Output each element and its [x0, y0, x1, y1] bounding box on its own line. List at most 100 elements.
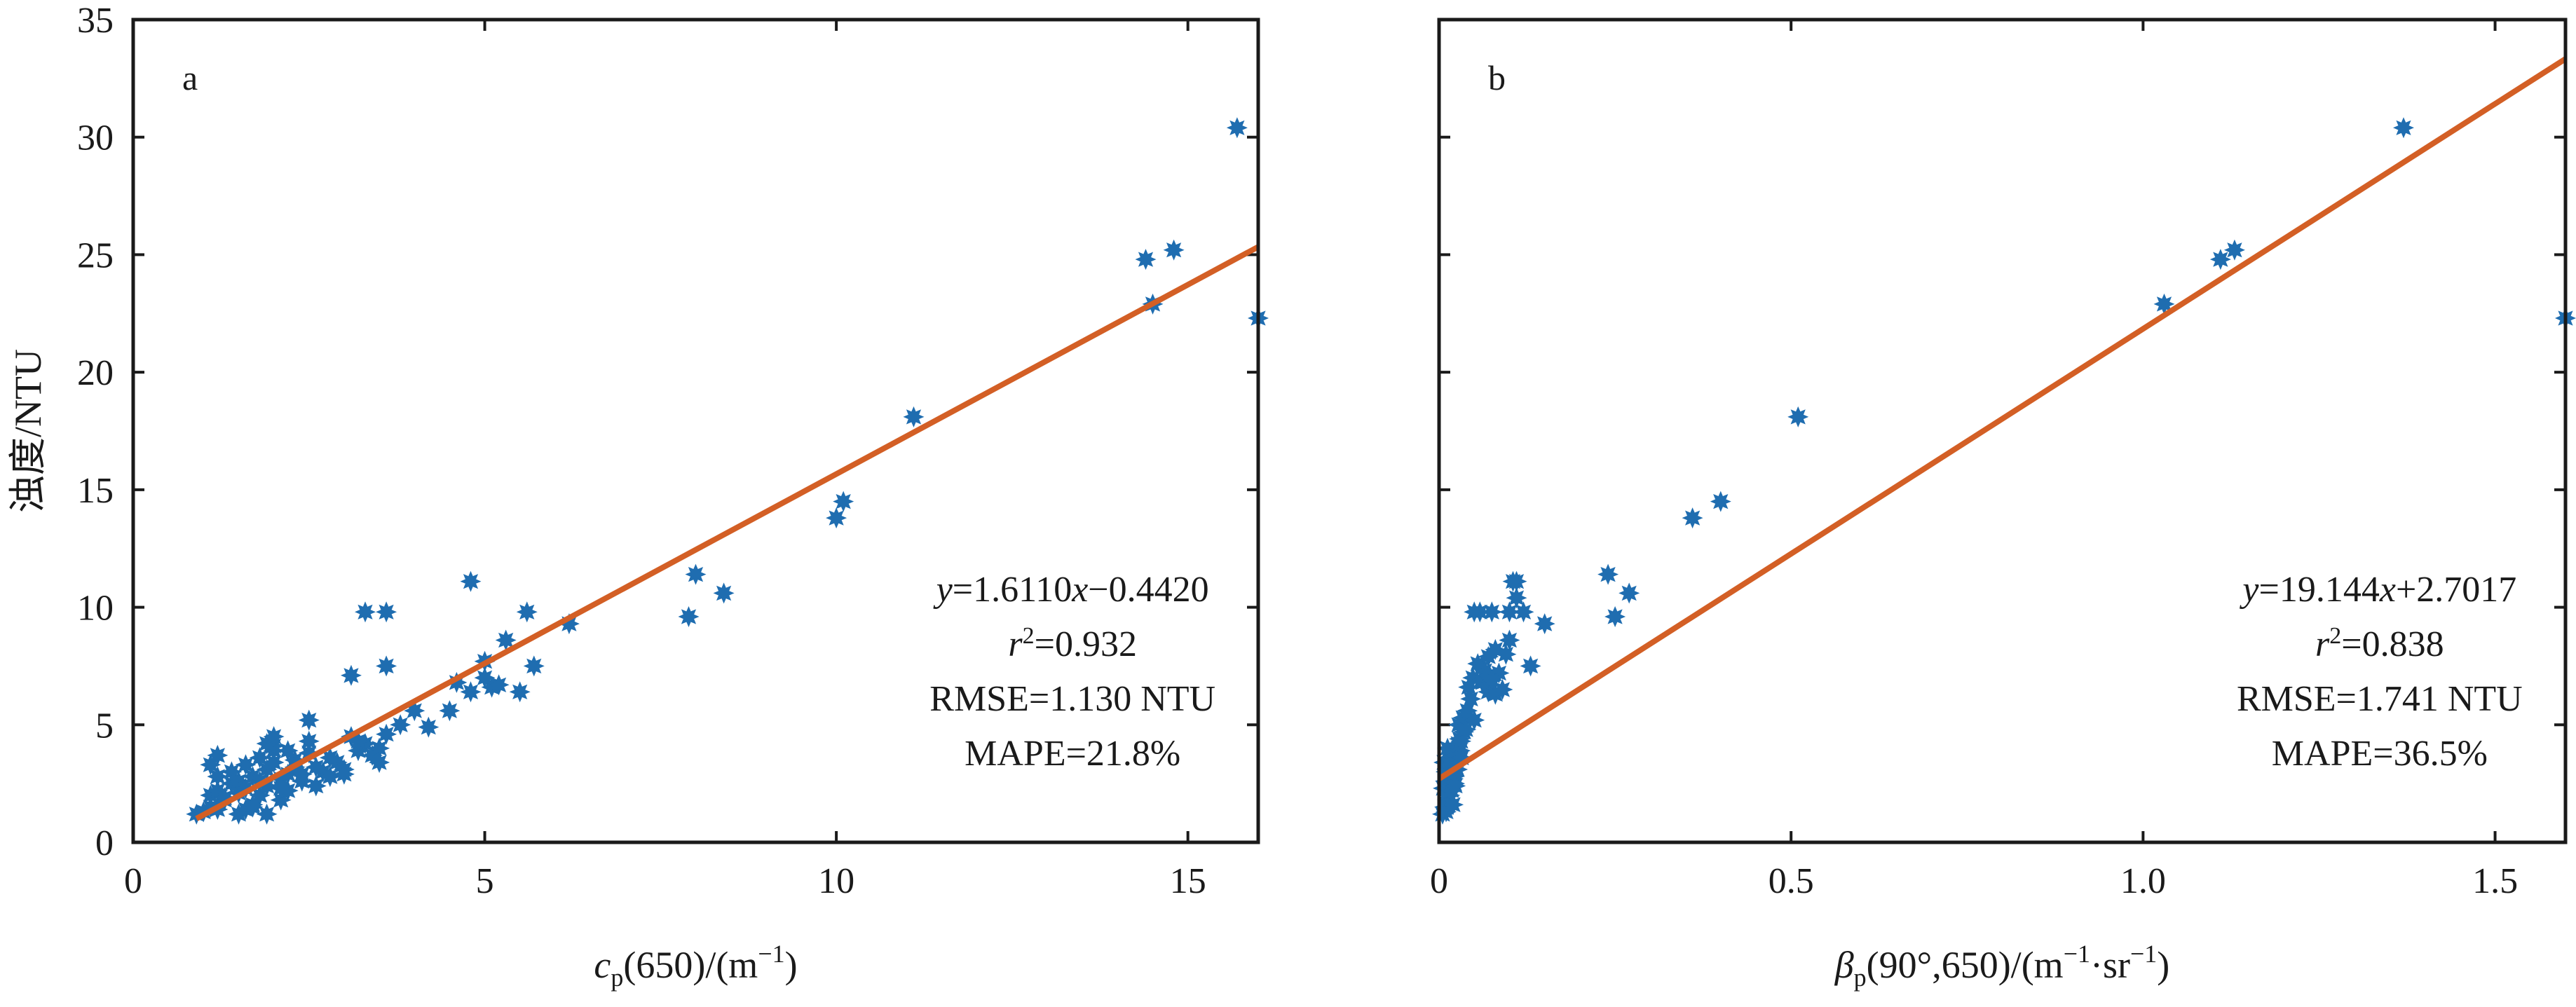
panel-a-equation: y=1.6110x−0.4420 [933, 570, 1209, 610]
panel-a-x-axis-label: cp(650)/(m−1) [594, 940, 797, 992]
data-point [1135, 249, 1157, 270]
data-point [1604, 606, 1626, 627]
x-tick-label: 0 [124, 861, 142, 901]
x-tick-label: 0.5 [1769, 861, 1814, 901]
data-point [1163, 239, 1185, 261]
data-point [2223, 239, 2245, 261]
data-point [369, 737, 390, 759]
panel-a-rmse: RMSE=1.130 NTU [929, 679, 1215, 719]
panel-a-label: a [182, 58, 198, 97]
panel-b-rmse: RMSE=1.741 NTU [2237, 679, 2523, 719]
chart-panel-a: 0 5 10 15 0 5 10 15 20 25 30 35 a y=1.6110x−0.4420 … [7, 1, 1269, 992]
data-point [1682, 507, 1703, 529]
data-point [523, 655, 545, 677]
data-point [1464, 601, 1485, 623]
data-point [1710, 491, 1731, 512]
data-point [291, 763, 313, 785]
data-point [474, 667, 496, 689]
data-point [495, 629, 517, 651]
data-point [298, 730, 320, 752]
data-point [1597, 563, 1619, 585]
data-point [376, 723, 397, 745]
panel-b-plot-frame [1437, 18, 2568, 844]
panel-b-data-points [1432, 117, 2576, 825]
data-point [1464, 709, 1485, 731]
data-point [2393, 117, 2414, 139]
x-tick-label: 1.0 [2120, 861, 2166, 901]
data-point [1460, 688, 1482, 710]
data-point [1534, 613, 1555, 635]
data-point [263, 726, 285, 748]
data-point [516, 601, 538, 623]
data-point [439, 700, 461, 722]
data-point [713, 582, 735, 604]
y-tick-label: 35 [77, 1, 114, 41]
data-point [903, 406, 925, 427]
data-point [1502, 570, 1524, 592]
data-point [341, 664, 362, 686]
y-tick-label: 10 [77, 589, 114, 629]
data-point [460, 681, 482, 703]
x-tick-label: 1.5 [2472, 861, 2518, 901]
panel-b-fit-line [1437, 56, 2568, 781]
panel-a-tick-labels: 0 5 10 15 0 5 10 15 20 25 30 35 [77, 1, 1206, 901]
panel-b-mape: MAPE=36.5% [2272, 734, 2488, 774]
data-point [1520, 655, 1541, 677]
data-point [242, 794, 264, 816]
data-point [235, 754, 257, 776]
panel-a-fit-line [195, 244, 1260, 821]
data-point [277, 740, 299, 762]
panel-a-stats: y=1.6110x−0.4420 r2=0.932 RMSE=1.130 NTU… [929, 570, 1215, 774]
data-point [207, 744, 229, 766]
x-tick-label: 15 [1170, 861, 1206, 901]
panel-b-r-squared: r2=0.838 [2315, 623, 2444, 665]
data-point [1481, 601, 1503, 623]
y-tick-label: 15 [77, 471, 114, 511]
y-tick-label: 0 [95, 823, 114, 863]
data-point [2209, 249, 2231, 270]
panel-a-r-squared: r2=0.932 [1008, 623, 1137, 665]
panel-a-plot-frame [131, 18, 1260, 844]
data-point [685, 563, 707, 585]
data-point [256, 803, 278, 825]
data-point [418, 716, 439, 738]
data-point [263, 752, 285, 773]
chart-panel-b: 0 0.5 1.0 1.5 b y=19.144x+2.7017 r2=0.838 R… [1430, 18, 2576, 992]
data-point [1499, 629, 1520, 651]
data-point [376, 601, 397, 623]
data-point [1226, 117, 1248, 139]
data-point [488, 674, 510, 696]
data-point [1787, 406, 1809, 427]
data-point [390, 714, 411, 736]
panel-b-stats: y=19.144x+2.7017 r2=0.838 RMSE=1.741 NTU… [2237, 570, 2523, 774]
data-point [305, 756, 327, 778]
x-tick-label: 10 [818, 861, 854, 901]
y-tick-label: 5 [95, 706, 114, 746]
data-point [270, 777, 292, 799]
data-point [509, 681, 531, 703]
data-point [678, 606, 700, 627]
data-point [207, 766, 229, 788]
data-point [355, 601, 376, 623]
y-tick-label: 25 [77, 235, 114, 275]
data-point [1443, 794, 1464, 816]
panel-b-tick-labels: 0 0.5 1.0 1.5 [1430, 861, 2518, 901]
data-point [1513, 601, 1534, 623]
data-point [1618, 582, 1640, 604]
data-point [833, 491, 854, 512]
data-point [1499, 601, 1520, 623]
panel-a-mape: MAPE=21.8% [965, 734, 1180, 774]
y-tick-label: 30 [77, 118, 114, 158]
data-point [1506, 587, 1527, 609]
x-tick-label: 5 [476, 861, 494, 901]
panel-b-x-axis-label: βp(90°,650)/(m−1·sr−1) [1834, 940, 2170, 992]
data-point [298, 709, 320, 731]
y-axis-label: 浊度/NTU [7, 349, 49, 513]
panel-b-equation: y=19.144x+2.7017 [2239, 570, 2516, 610]
data-point [460, 570, 482, 592]
y-tick-label: 20 [77, 353, 114, 393]
data-point [319, 766, 341, 788]
x-tick-label: 0 [1430, 861, 1448, 901]
data-point [1481, 669, 1503, 691]
